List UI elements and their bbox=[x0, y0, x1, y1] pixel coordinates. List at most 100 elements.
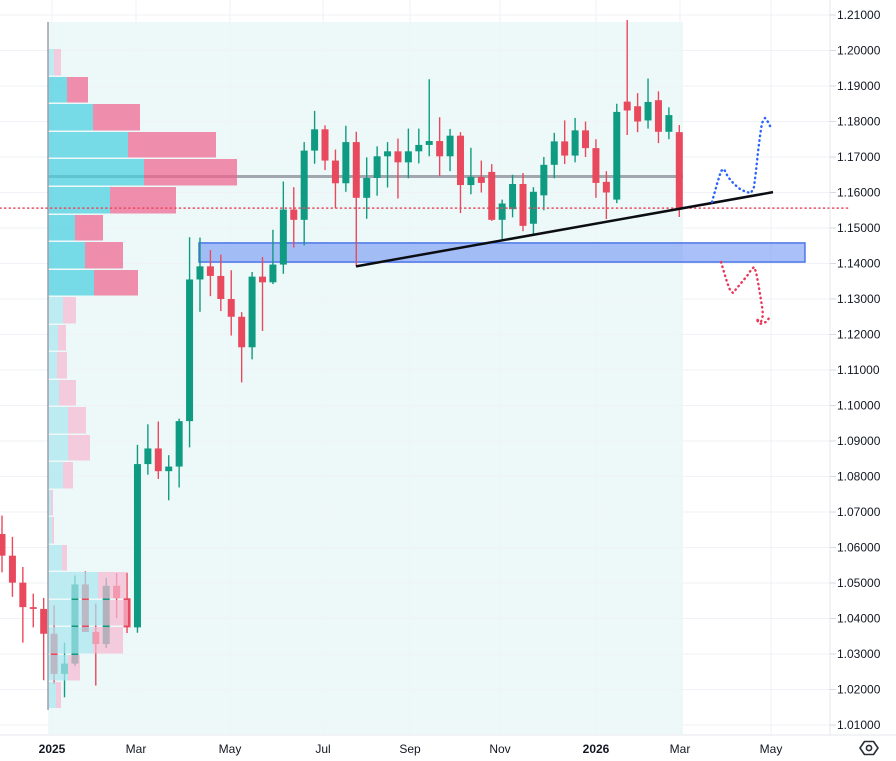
volume-profile-up-bar bbox=[48, 159, 144, 186]
candle-body bbox=[592, 148, 600, 183]
price-axis-label: 1.04000 bbox=[837, 612, 881, 626]
time-axis-label: Jul bbox=[315, 742, 330, 756]
projection-up-path[interactable] bbox=[710, 116, 773, 204]
candle-body bbox=[488, 171, 496, 220]
volume-profile-up-bar bbox=[48, 545, 62, 571]
time-axis-label: 2026 bbox=[583, 742, 610, 756]
volume-profile-up-bar bbox=[48, 270, 94, 296]
candle-body bbox=[133, 464, 141, 628]
volume-profile-up-bar bbox=[48, 352, 57, 379]
volume-profile-down-bar bbox=[144, 159, 237, 186]
candle-body bbox=[269, 264, 277, 283]
candle-body bbox=[456, 135, 464, 186]
candlestick-series bbox=[0, 19, 683, 698]
candle-body bbox=[623, 101, 631, 111]
volume-profile-up-bar bbox=[48, 627, 93, 654]
volume-profile-down-bar bbox=[67, 77, 88, 103]
price-axis-label: 1.02000 bbox=[837, 683, 881, 697]
candle-body bbox=[654, 100, 662, 132]
candle-body bbox=[394, 151, 402, 163]
candle-body bbox=[446, 135, 454, 157]
candle-body bbox=[509, 183, 517, 210]
trendline-segment[interactable] bbox=[355, 190, 774, 268]
candle-body bbox=[467, 176, 475, 186]
price-axis-label: 1.10000 bbox=[837, 399, 881, 413]
candle-body bbox=[8, 555, 16, 583]
candle-body bbox=[331, 160, 339, 184]
volume-profile-up-bar bbox=[48, 49, 54, 76]
scale-menu-icon[interactable] bbox=[859, 740, 879, 756]
highlight-region-fill bbox=[48, 22, 683, 734]
candle-body bbox=[196, 266, 204, 280]
volume-profile-down-bar bbox=[85, 242, 123, 269]
candle-body bbox=[602, 181, 610, 193]
volume-profile-down-bar bbox=[110, 187, 176, 214]
supply-zone-rect[interactable] bbox=[198, 242, 806, 263]
candle-body bbox=[40, 608, 48, 634]
volume-profile-down-bar bbox=[103, 600, 128, 626]
volume-profile-down-bar bbox=[93, 627, 123, 654]
volume-profile-down-bar bbox=[128, 132, 216, 158]
supply-zone-rectangle[interactable] bbox=[198, 242, 806, 263]
price-axis[interactable]: 1.21000 1.20000 1.19000 1.18000 1.17000 1.160… bbox=[830, 8, 881, 732]
price-axis-label: 1.08000 bbox=[837, 470, 881, 484]
volume-profile-down-bar bbox=[98, 572, 126, 599]
volume-profile-up-bar bbox=[48, 407, 68, 434]
candle-body bbox=[425, 141, 433, 145]
price-axis-label: 1.20000 bbox=[837, 44, 881, 58]
volume-profile-up-bar bbox=[48, 325, 58, 351]
candle-body bbox=[217, 275, 225, 299]
candle-body bbox=[154, 448, 162, 472]
hexagon-shape bbox=[859, 740, 879, 756]
price-axis-label: 1.01000 bbox=[837, 718, 881, 732]
volume-profile-down-bar bbox=[93, 104, 140, 131]
volume-profile-down-bar bbox=[58, 325, 66, 351]
candle-body bbox=[186, 279, 194, 422]
candle-body bbox=[644, 101, 652, 121]
price-axis-label: 1.16000 bbox=[837, 186, 881, 200]
price-axis-label: 1.09000 bbox=[837, 434, 881, 448]
price-axis-label: 1.11000 bbox=[837, 363, 880, 377]
volume-profile-up-bar bbox=[48, 132, 128, 158]
candle-body bbox=[561, 141, 569, 156]
candle-body bbox=[665, 115, 673, 132]
time-axis-label: Nov bbox=[489, 742, 510, 756]
candle-body bbox=[477, 176, 485, 183]
volume-profile-up-bar bbox=[48, 655, 68, 681]
projection-down-path[interactable] bbox=[719, 260, 772, 326]
price-axis-label: 1.05000 bbox=[837, 576, 881, 590]
price-axis-label: 1.03000 bbox=[837, 647, 881, 661]
trendline-drawing[interactable] bbox=[355, 190, 774, 268]
volume-profile-down-bar bbox=[51, 490, 53, 516]
candle-body bbox=[321, 129, 329, 161]
projection-arrow-down[interactable] bbox=[719, 260, 772, 326]
candle-body bbox=[50, 633, 58, 674]
volume-profile[interactable] bbox=[47, 22, 237, 710]
volume-profile-up-bar bbox=[48, 380, 59, 406]
candle-body bbox=[300, 150, 308, 220]
price-axis-label: 1.13000 bbox=[837, 292, 881, 306]
time-axis-label: May bbox=[219, 742, 242, 756]
price-axis-label: 1.14000 bbox=[837, 257, 881, 271]
volume-profile-down-bar bbox=[68, 655, 80, 681]
projection-arrow-up[interactable] bbox=[710, 116, 773, 204]
volume-profile-up-bar bbox=[48, 77, 67, 103]
candle-body bbox=[19, 582, 27, 608]
candle-body bbox=[165, 466, 173, 472]
volume-profile-up-bar bbox=[48, 242, 85, 269]
price-axis-label: 1.21000 bbox=[837, 8, 881, 22]
price-axis-label: 1.12000 bbox=[837, 328, 881, 342]
volume-profile-down-bar bbox=[59, 380, 76, 406]
price-axis-label: 1.18000 bbox=[837, 115, 881, 129]
candle-body bbox=[373, 156, 381, 178]
candle-body bbox=[175, 421, 183, 467]
candle-body bbox=[540, 164, 548, 196]
volume-profile-up-bar bbox=[48, 215, 75, 241]
candle-body bbox=[290, 209, 298, 220]
price-axis-label: 1.19000 bbox=[837, 79, 881, 93]
price-axis-label: 1.15000 bbox=[837, 221, 881, 235]
candle-body bbox=[238, 316, 246, 348]
time-axis[interactable]: 2025 Mar May Jul Sep Nov 2026 Mar May bbox=[39, 742, 783, 756]
